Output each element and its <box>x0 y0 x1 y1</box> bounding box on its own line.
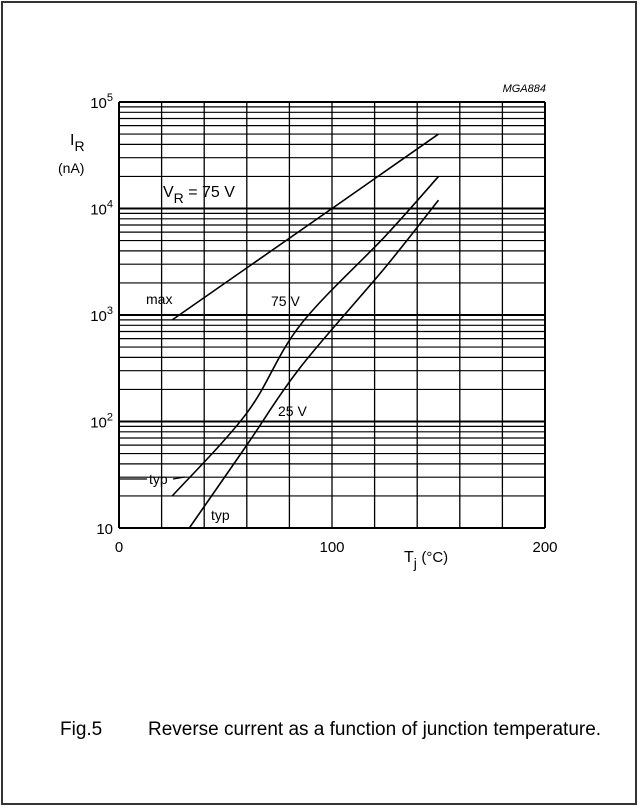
series-line-max <box>171 133 439 321</box>
y-tick-label: 102 <box>90 412 113 432</box>
y-axis-unit: (nA) <box>58 160 84 176</box>
vr-annotation: VR = 75 V <box>163 184 235 206</box>
y-tick-label: 103 <box>90 305 113 325</box>
v25-annotation: 25 V <box>278 403 307 419</box>
typ1-annotation: typ <box>149 471 168 487</box>
chart-code: MGA884 <box>503 83 546 95</box>
x-tick-label: 200 <box>532 539 557 556</box>
x-tick-labels: 0 100 200 <box>115 539 558 556</box>
max-annotation: max <box>146 291 172 307</box>
caption-text: Reverse current as a function of junctio… <box>148 719 602 740</box>
x-tick-label: 100 <box>319 539 344 556</box>
y-axis-label: IR <box>70 132 85 154</box>
typ1-leader-tip <box>172 476 186 480</box>
y-tick-label: 10 <box>96 521 113 538</box>
y-tick-label: 104 <box>90 199 113 219</box>
chart-curves <box>171 133 440 529</box>
x-axis-label: Tj (°C) <box>404 549 448 571</box>
typ2-annotation: typ <box>211 507 230 523</box>
x-tick-label: 0 <box>115 539 123 556</box>
series-line-25-v-typ <box>188 199 440 529</box>
series-line-75-v-typ <box>171 175 440 497</box>
y-tick-label: 105 <box>90 92 113 112</box>
figure-number: Fig.5 <box>60 719 103 740</box>
chart-labels: MGA884 IR (nA) Tj (°C) VR = 75 V max 75 … <box>58 83 546 571</box>
y-tick-labels: 10 102 103 104 105 <box>90 92 113 538</box>
v75-annotation: 75 V <box>271 293 300 309</box>
chart: MGA884 IR (nA) Tj (°C) VR = 75 V max 75 … <box>58 83 558 571</box>
chart-grid <box>118 101 546 529</box>
